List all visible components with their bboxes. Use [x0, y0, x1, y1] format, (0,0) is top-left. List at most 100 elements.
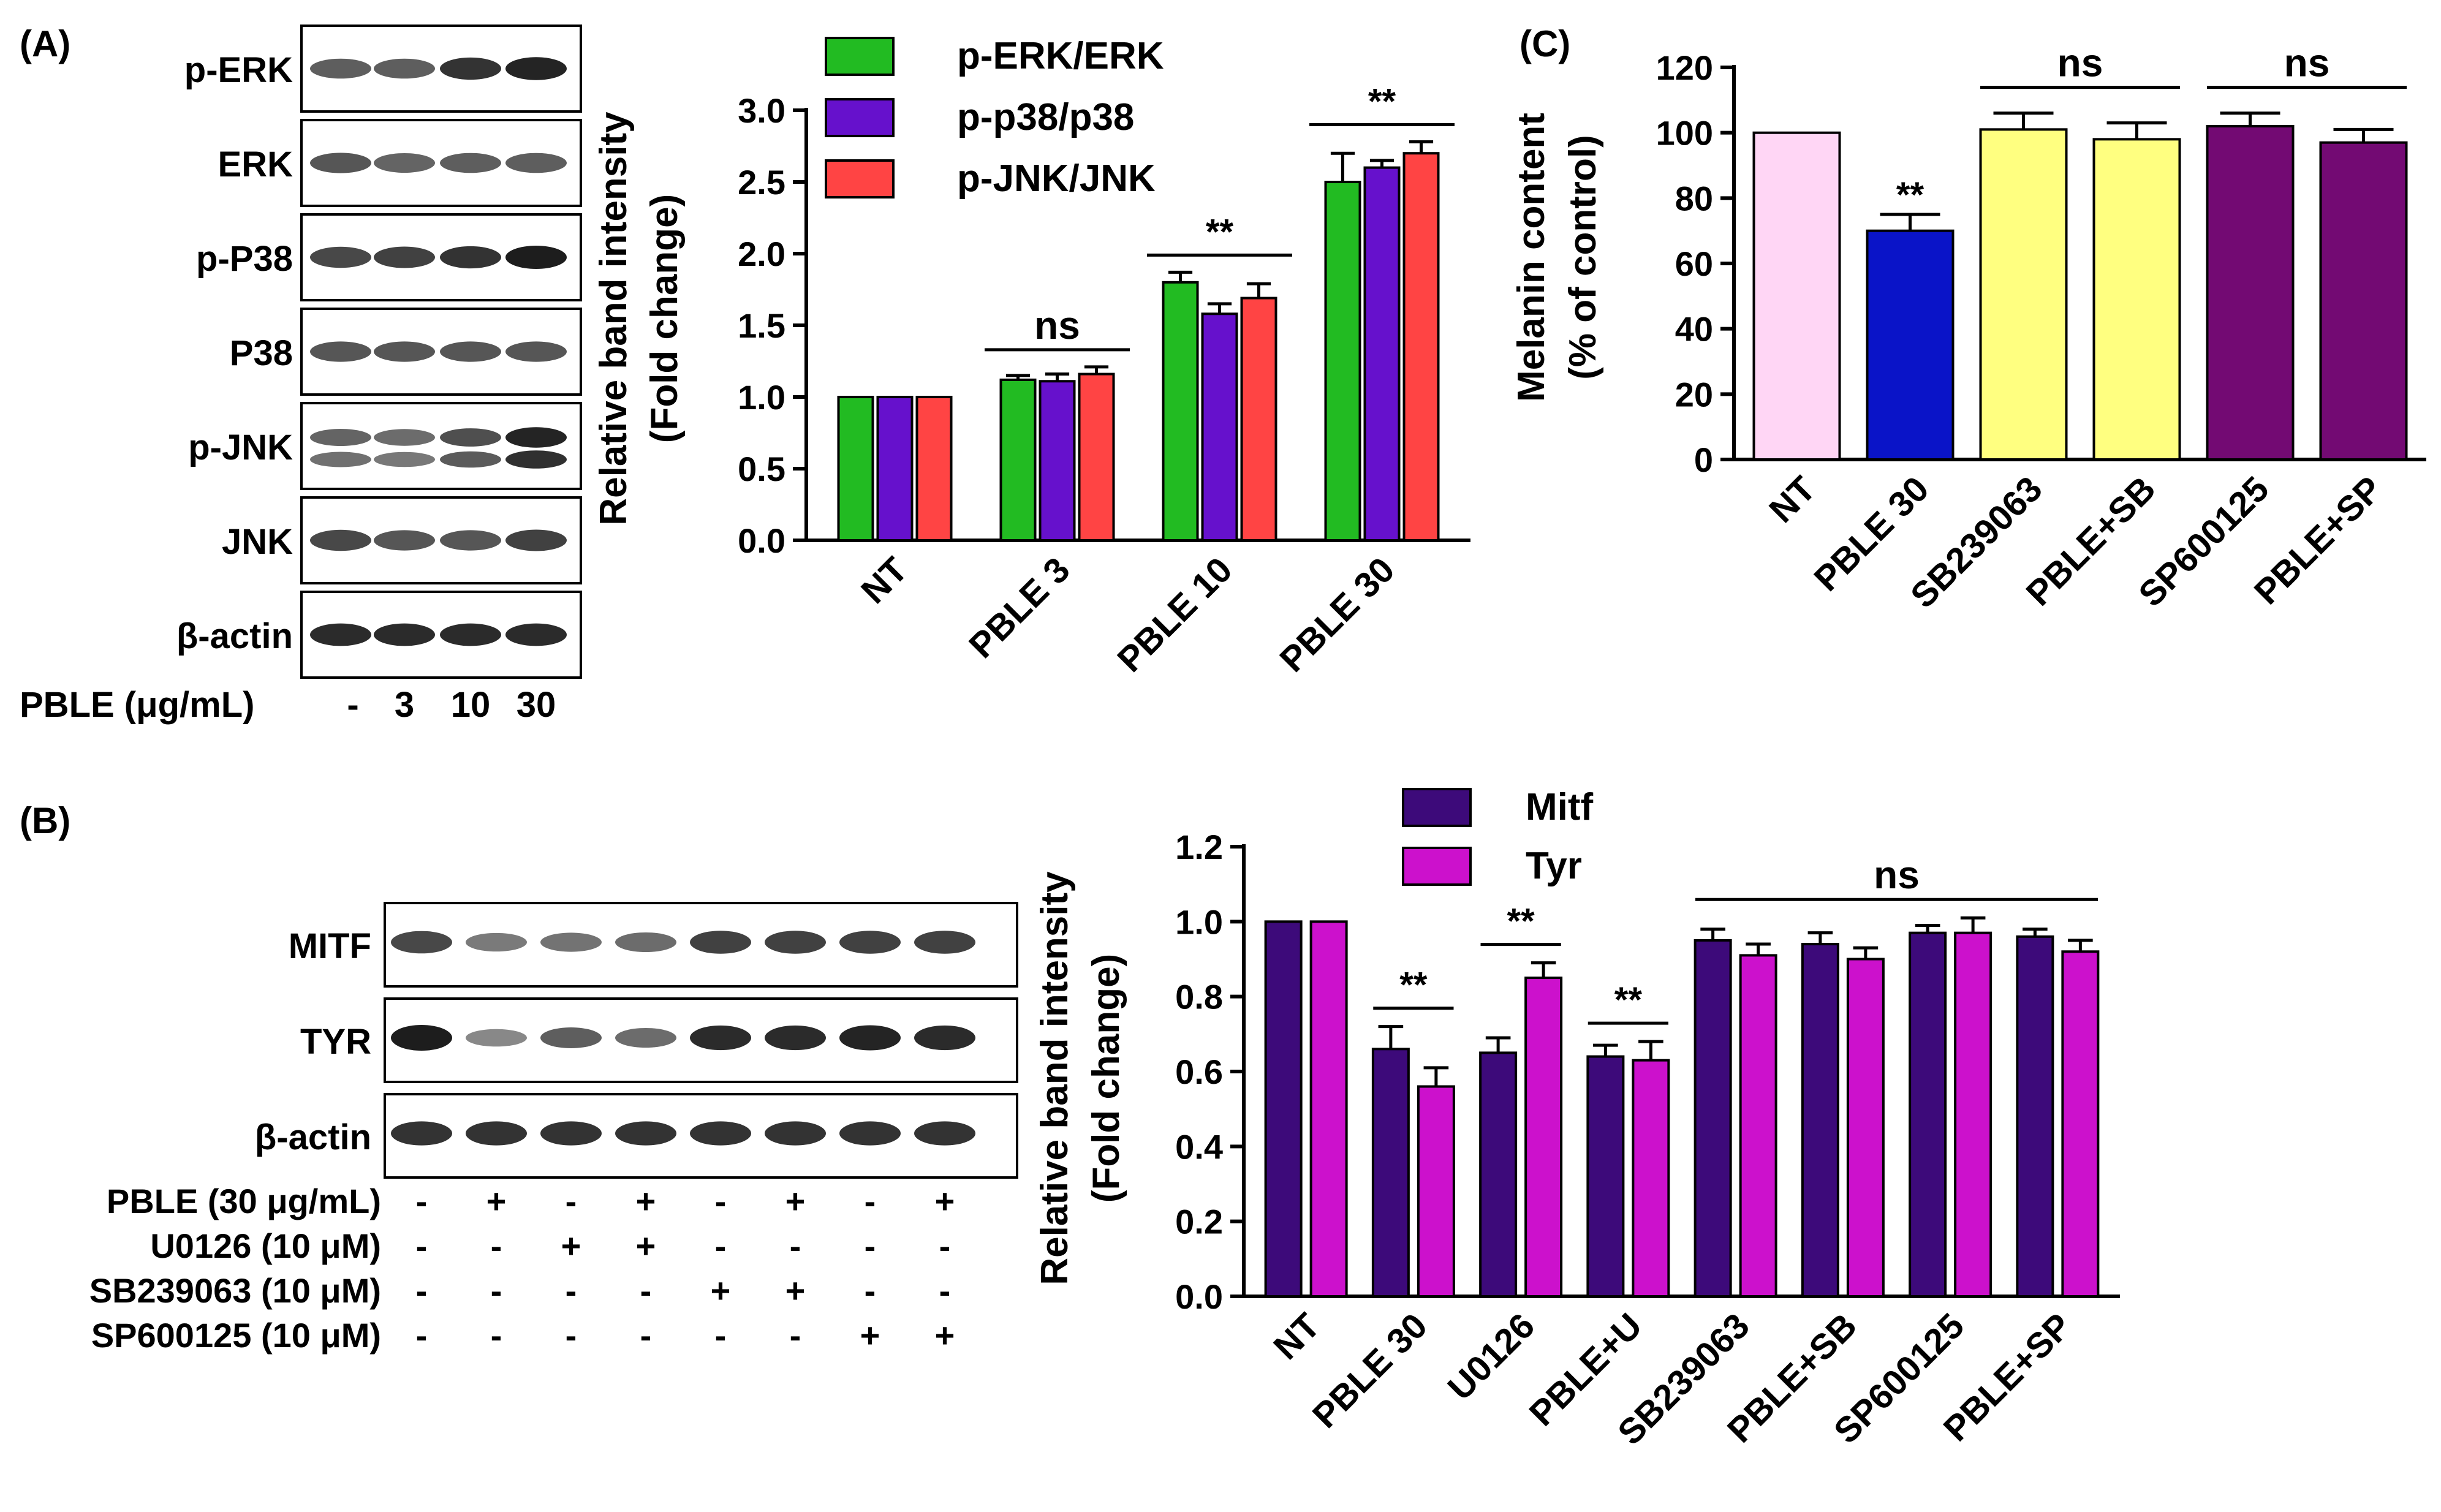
blot-a-band: [310, 341, 371, 362]
legend-swatch: [825, 37, 895, 76]
blot-a-band: [310, 246, 371, 268]
blot-b-sign: -: [491, 1316, 502, 1355]
y-tick-label: 0.8: [1175, 978, 1223, 1016]
blot-a-band: [440, 530, 501, 551]
blot-a-dose-label: PBLE (μg/mL): [20, 685, 254, 725]
blot-b-band: [839, 931, 901, 954]
blot-b-band: [466, 932, 527, 952]
bar: [999, 378, 1037, 542]
bar: [1909, 931, 1947, 1298]
bar: [1264, 920, 1303, 1298]
blot-b-treatment-label: U0126 (10 μM): [150, 1227, 381, 1265]
y-tick-label: 0.0: [738, 521, 785, 560]
blot-a-dose: -: [347, 685, 358, 725]
x-tick-label: PBLE 30: [1305, 1306, 1435, 1435]
significance-label: **: [1399, 966, 1428, 1005]
blot-b-sign: -: [865, 1227, 876, 1265]
bar: [1752, 131, 1841, 461]
blot-b-band: [765, 1025, 826, 1051]
blot-a-band: [505, 529, 567, 551]
blot-a-band: [505, 341, 567, 362]
blot-b-sign: -: [865, 1271, 876, 1310]
blot-b-sign: +: [935, 1182, 955, 1220]
x-tick-label: NT: [853, 550, 915, 611]
y-tick-label: 1.2: [1175, 828, 1223, 866]
y-tick-label: 20: [1675, 375, 1713, 414]
bar: [1801, 943, 1839, 1298]
y-tick-label: 1.0: [738, 378, 785, 417]
legend-label: p-p38/p38: [957, 96, 1134, 138]
blot-b-sign: -: [566, 1271, 577, 1310]
bar: [1162, 281, 1199, 542]
blot-a-dose: 30: [517, 685, 556, 725]
blot-b-sign: +: [785, 1271, 806, 1310]
panel-letter-c: (C): [1519, 23, 1570, 64]
blot-b-sign: +: [711, 1271, 731, 1310]
blot-a-band: [505, 57, 567, 80]
blot-b-sign: +: [636, 1227, 656, 1265]
bar: [1402, 152, 1440, 542]
bar: [1363, 166, 1401, 542]
panel-letter-a: (A): [20, 23, 70, 64]
y-tick-label: 0.6: [1175, 1053, 1223, 1091]
bar: [1240, 297, 1277, 542]
y-tick-label: 2.0: [738, 235, 785, 273]
blot-a-band: [440, 57, 501, 80]
bar-chart-b: 0.0 0.2 0.4 0.6 0.8 1.0 1.2 Relative band inten…: [1034, 786, 2120, 1453]
blot-a-row-label: ERK: [218, 145, 293, 184]
blot-a-band: [505, 153, 567, 173]
blot-b-sign: -: [715, 1182, 727, 1220]
blot-b-sign: -: [491, 1227, 502, 1265]
bar: [915, 396, 953, 542]
blot-a-row-label: β-actin: [176, 616, 293, 656]
blot-a-band: [374, 429, 435, 446]
y-tick-label: 1.0: [1175, 902, 1223, 941]
blot-b-row-label: TYR: [300, 1022, 371, 1062]
y-tick-label: 3.0: [738, 91, 785, 130]
blot-a-row-label: JNK: [222, 522, 293, 562]
bar: [1201, 312, 1238, 542]
bar-chart-a: 0.0 0.5 1.0 1.5 2.0 2.5 3.0 Relative band inten…: [592, 35, 1470, 680]
blot-b-band: [466, 1121, 527, 1146]
legend-label: p-ERK/ERK: [957, 35, 1164, 77]
bar: [1324, 181, 1361, 542]
y-tick-label: 40: [1675, 310, 1713, 349]
significance-label: **: [1896, 175, 1924, 215]
y-axis-label-2: (Fold change): [643, 194, 686, 443]
blot-a-band: [374, 58, 435, 79]
significance-label: **: [1507, 902, 1535, 942]
significance-label: ns: [2057, 41, 2103, 85]
legend-label: Tyr: [1526, 845, 1582, 887]
blot-b-band: [391, 1121, 452, 1146]
x-tick-label: PBLE 30: [1272, 550, 1402, 679]
significance-label: ns: [1874, 853, 1920, 897]
blot-b-band: [914, 1121, 975, 1146]
blot-a-band: [440, 623, 501, 646]
blot-a-band: [440, 153, 501, 173]
blot-b-row-label: MITF: [289, 926, 371, 966]
blot-b-sign: -: [790, 1316, 801, 1355]
y-tick-label: 100: [1656, 114, 1713, 153]
bar: [1479, 1051, 1518, 1298]
blot-a-row-label: p-P38: [196, 239, 293, 279]
legend-label: p-JNK/JNK: [957, 157, 1156, 200]
blot-b-sign: -: [715, 1227, 727, 1265]
y-tick-label: 0.0: [1175, 1277, 1223, 1316]
y-tick-label: 0.2: [1175, 1203, 1223, 1241]
blot-a-band: [374, 530, 435, 551]
bar: [1309, 920, 1348, 1298]
blot-a-row-label: p-ERK: [184, 50, 293, 90]
blot-b-treatment-label: PBLE (30 μg/mL): [107, 1182, 381, 1220]
blot-a-band: [505, 450, 567, 469]
bar: [2016, 935, 2054, 1298]
bar: [1979, 128, 2068, 461]
blot-a-band: [505, 623, 567, 646]
blot-b-sign: -: [491, 1271, 502, 1310]
bar: [2061, 950, 2100, 1298]
blot-b-sign: +: [860, 1316, 880, 1355]
blot-b-sign: -: [715, 1316, 727, 1355]
blot-a-row-label: p-JNK: [188, 428, 293, 467]
blot-a-band: [374, 153, 435, 173]
y-tick-label: 1.5: [738, 306, 785, 345]
blot-b-band: [540, 932, 602, 952]
